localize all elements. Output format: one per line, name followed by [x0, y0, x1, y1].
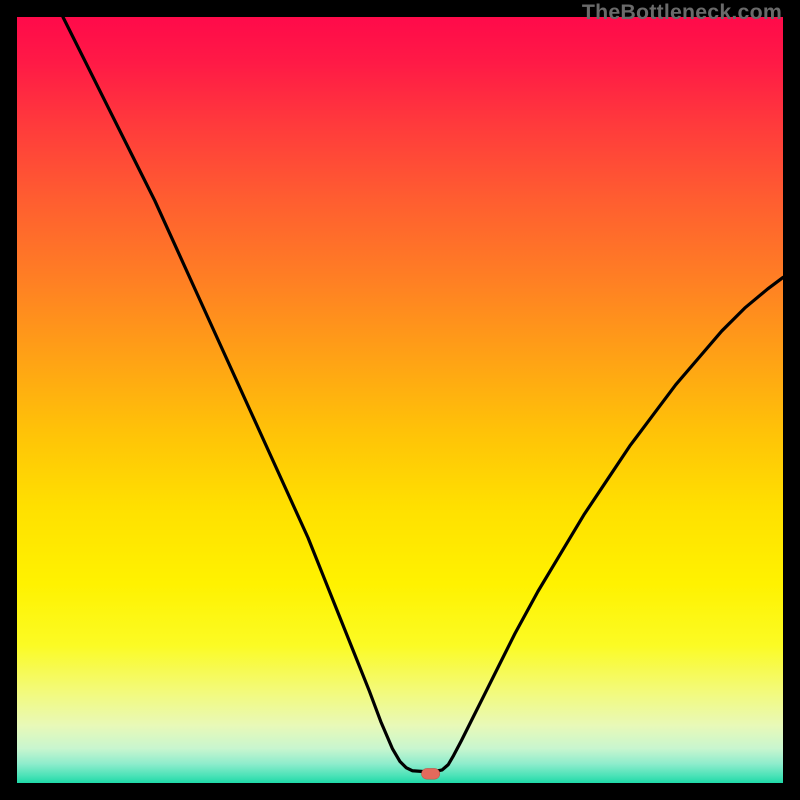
minimum-marker	[421, 768, 439, 779]
plot-area	[17, 17, 783, 783]
watermark-text: TheBottleneck.com	[582, 0, 782, 25]
gradient-background	[17, 17, 783, 783]
chart-svg	[17, 17, 783, 783]
figure-container: TheBottleneck.com	[0, 0, 800, 800]
